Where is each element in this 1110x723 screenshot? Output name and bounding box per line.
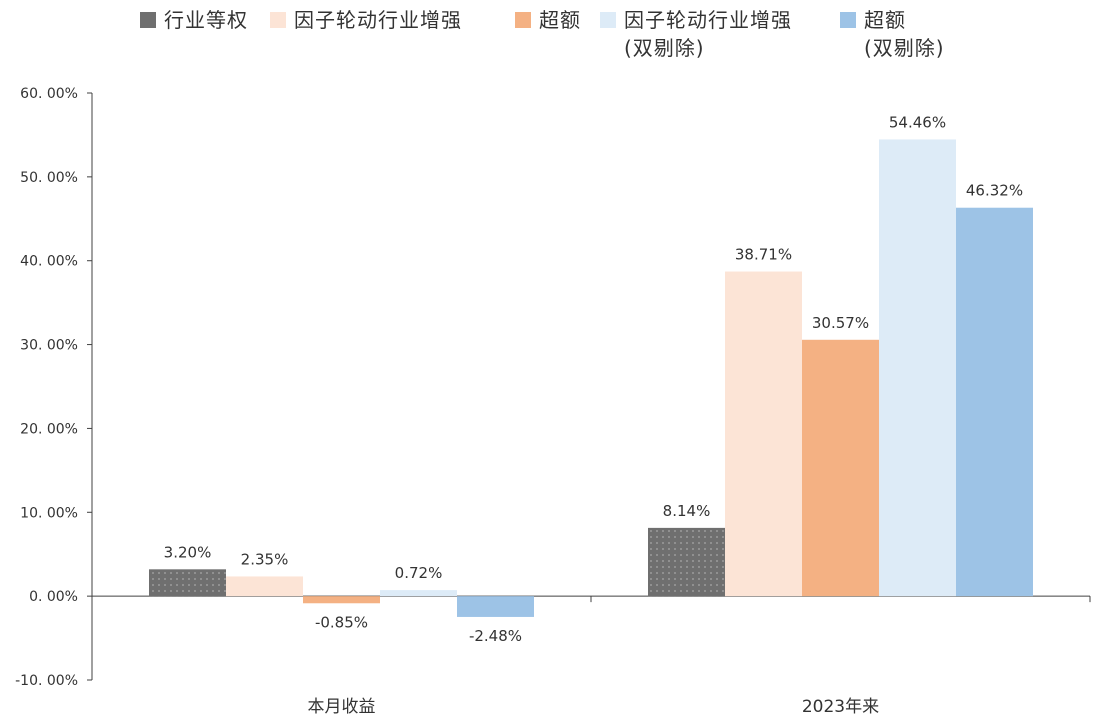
data-label-factor-rotation-double: 0.72% [395,564,443,582]
legend-label-factor-rotation: 因子轮动行业增强 [294,8,462,32]
data-label-factor-rotation: 2.35% [241,550,289,568]
bar-industry-equal-weight [149,569,226,597]
legend-swatch-factor-rotation-double [600,12,616,28]
y-tick-label: 40. 00% [20,254,78,270]
legend-item-factor-rotation-double: 因子轮动行业增强 (双剔除) [600,6,792,62]
legend-item-industry-equal-weight: 行业等权 [140,6,248,34]
y-tick-label: 30. 00% [20,338,78,354]
bar-excess [303,596,380,604]
data-label-excess-double: -2.48% [469,627,522,645]
bar-industry-equal-weight [648,527,725,597]
data-label-excess-double: 46.32% [966,182,1023,200]
legend-label-industry-equal-weight: 行业等权 [164,8,248,32]
legend-swatch-industry-equal-weight [140,12,156,28]
y-tick-label: 60. 00% [20,86,78,102]
legend-swatch-excess [515,12,531,28]
y-tick-label: 20. 00% [20,421,78,437]
bar-excess [802,339,879,597]
y-tick-label: 10. 00% [20,505,78,521]
legend-item-factor-rotation: 因子轮动行业增强 [270,6,462,34]
legend-label-excess-double: 超额 (双剔除) [864,8,945,60]
data-label-industry-equal-weight: 3.20% [164,543,212,561]
bar-factor-rotation [725,271,802,597]
legend-item-excess: 超额 [515,6,581,34]
legend-label-excess: 超额 [539,8,581,32]
data-label-factor-rotation-double: 54.46% [889,113,946,131]
y-tick-label: 0. 00% [29,589,78,605]
legend-swatch-excess-double [840,12,856,28]
data-label-excess: 30.57% [812,314,869,332]
bar-factor-rotation [226,576,303,597]
x-category-label: 本月收益 [308,697,376,717]
bar-excess-double [457,596,534,617]
legend: 行业等权 因子轮动行业增强 超额 因子轮动行业增强 (双剔除) 超额 (双剔除) [140,6,1100,76]
y-tick-label: -10. 00% [15,673,78,689]
y-tick-label: 50. 00% [20,170,78,186]
data-label-excess: -0.85% [315,613,368,631]
legend-label-factor-rotation-double: 因子轮动行业增强 (双剔除) [624,8,792,60]
data-label-industry-equal-weight: 8.14% [663,502,711,520]
legend-swatch-factor-rotation [270,12,286,28]
legend-item-excess-double: 超额 (双剔除) [840,6,945,62]
bar-excess-double [956,207,1033,597]
data-label-factor-rotation: 38.71% [735,246,792,264]
x-category-label: 2023年来 [802,697,879,717]
bar-factor-rotation-double [879,139,956,597]
bar-factor-rotation-double [380,590,457,597]
